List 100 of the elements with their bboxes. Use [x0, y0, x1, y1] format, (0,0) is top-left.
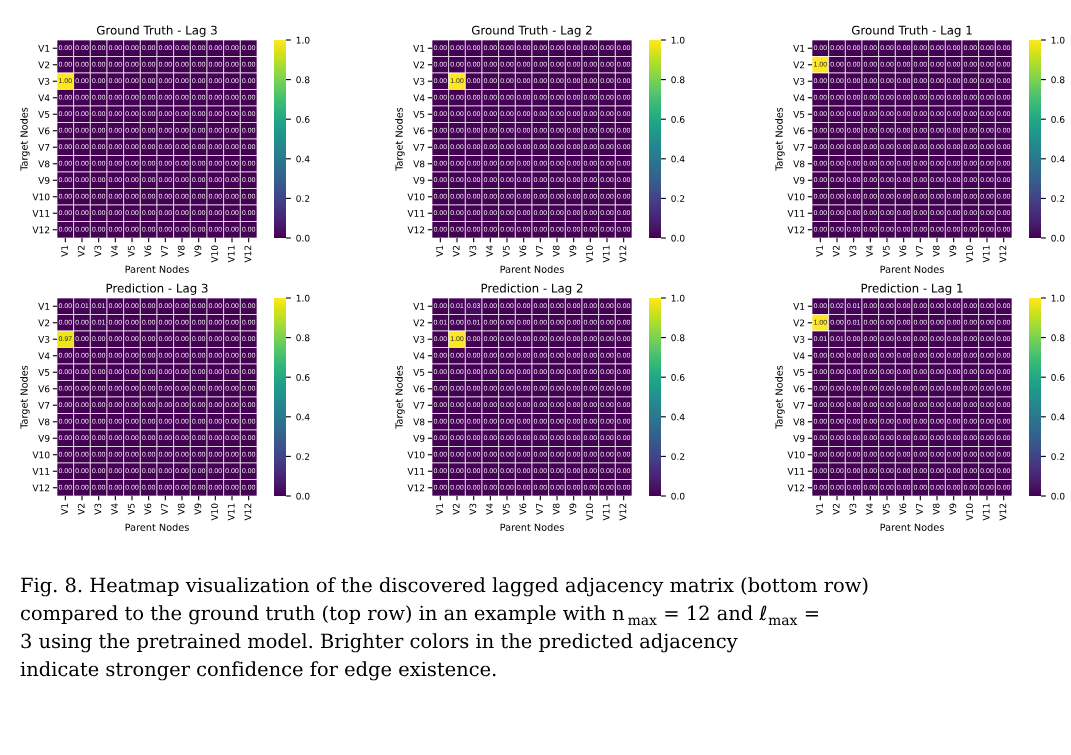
x-tick-label: V12 [999, 245, 1007, 263]
x-tick-label: V10 [211, 245, 218, 263]
y-tick-label: V4 [38, 94, 50, 102]
x-tick-label: V3 [94, 503, 102, 515]
y-tick-label: V7 [793, 402, 805, 409]
y-axis-title: Target Nodes [395, 365, 405, 429]
color-bar-label: 0.2 [671, 453, 685, 460]
y-tick-label: V9 [413, 434, 425, 442]
y-tick-label: V3 [793, 77, 805, 85]
x-tick-label: V4 [486, 245, 493, 257]
x-tick-label: V8 [177, 245, 185, 257]
x-tick-label: V7 [916, 245, 923, 257]
y-tick-label: V7 [793, 144, 805, 151]
y-tick-label: V4 [793, 94, 805, 102]
color-bar-label: 0.2 [1051, 195, 1065, 202]
x-tick-label: V1 [816, 503, 823, 515]
y-tick-label: V4 [38, 352, 50, 360]
x-tick-label: V1 [816, 245, 823, 257]
x-tick-label: V2 [452, 503, 460, 515]
y-tick-label: V1 [413, 303, 425, 310]
color-bar-label: 0.6 [296, 115, 310, 123]
color-bar-label: 1.0 [671, 36, 685, 44]
x-tick-label: V3 [849, 503, 857, 515]
x-tick-label: V10 [586, 245, 593, 263]
y-tick-label: V4 [413, 352, 425, 360]
chart-title: Ground Truth - Lag 3 [96, 25, 217, 37]
color-bar-label: 0.4 [671, 413, 685, 421]
y-tick-label: V10 [407, 193, 425, 201]
y-tick-label: V10 [787, 193, 805, 201]
y-tick-label: V8 [793, 160, 805, 168]
y-tick-label: V8 [38, 418, 50, 426]
x-tick-label: V6 [519, 245, 527, 257]
y-tick-label: V2 [793, 319, 805, 327]
x-axis-title: Parent Nodes [880, 523, 944, 531]
x-tick-label: V9 [949, 503, 957, 515]
y-tick-label: V1 [38, 45, 50, 52]
color-bar-label: 1.0 [671, 294, 685, 302]
color-bar-label: 0.0 [296, 234, 310, 242]
y-tick-label: V9 [413, 176, 425, 184]
x-axis-title: Parent Nodes [500, 523, 564, 531]
x-tick-label: V9 [194, 503, 202, 515]
y-tick-label: V6 [38, 127, 50, 135]
color-bar-label: 0.6 [671, 373, 685, 381]
x-tick-label: V4 [486, 503, 493, 515]
color-bar-label: 0.6 [1051, 115, 1065, 123]
color-bar-label: 0.8 [671, 334, 685, 342]
y-tick-label: V8 [793, 418, 805, 426]
color-bar-label: 0.4 [1051, 155, 1065, 163]
x-tick-label: V2 [77, 245, 85, 257]
y-tick-label: V4 [793, 352, 805, 360]
y-tick-label: V8 [38, 160, 50, 168]
x-tick-label: V6 [899, 503, 907, 515]
y-tick-label: V4 [413, 94, 425, 102]
x-tick-label: V9 [194, 245, 202, 257]
color-bar-label: 0.6 [671, 115, 685, 123]
y-tick-label: V8 [413, 418, 425, 426]
color-bar-label: 0.8 [296, 76, 310, 84]
y-tick-label: V3 [38, 335, 50, 343]
x-tick-label: V8 [552, 245, 560, 257]
x-tick-label: V1 [61, 245, 68, 257]
x-tick-label: V11 [982, 503, 990, 521]
color-bar-label: 0.0 [1051, 234, 1065, 242]
color-bar-label: 1.0 [296, 36, 310, 44]
y-tick-label: V10 [32, 193, 50, 201]
color-bar-label: 0.0 [296, 492, 310, 500]
x-tick-label: V5 [127, 503, 135, 515]
x-tick-label: V10 [966, 245, 973, 263]
x-tick-label: V2 [77, 503, 85, 515]
y-tick-label: V11 [787, 468, 805, 475]
x-tick-label: V10 [211, 503, 218, 521]
y-tick-label: V2 [38, 319, 50, 327]
color-bar-label: 0.0 [671, 492, 685, 500]
x-tick-label: V12 [619, 245, 627, 263]
x-tick-label: V11 [602, 245, 610, 263]
y-tick-label: V3 [413, 335, 425, 343]
y-tick-label: V11 [407, 210, 425, 217]
y-tick-label: V7 [413, 402, 425, 409]
color-bar-label: 0.0 [1051, 492, 1065, 500]
color-bar-label: 0.6 [1051, 373, 1065, 381]
color-bar-label: 1.0 [1051, 36, 1065, 44]
x-tick-label: V8 [932, 245, 940, 257]
x-tick-label: V6 [144, 245, 152, 257]
y-tick-label: V11 [32, 468, 50, 475]
color-bar-label: 0.2 [296, 195, 310, 202]
text: 3 using the pretrained model. Brighter colors in the predicted adjacency [21, 633, 738, 653]
chart-title: Prediction - Lag 1 [861, 283, 963, 295]
x-tick-label: V2 [832, 245, 840, 257]
x-tick-label: V2 [452, 245, 460, 257]
y-tick-label: V3 [413, 77, 425, 85]
x-tick-label: V10 [586, 503, 593, 521]
y-axis-title: Target Nodes [20, 107, 30, 171]
y-tick-label: V7 [413, 144, 425, 151]
x-tick-label: V7 [916, 503, 923, 515]
text: indicate stronger confidence for edge existence. [20, 661, 496, 681]
y-tick-label: V1 [793, 303, 805, 310]
color-bar-label: 0.2 [671, 195, 685, 202]
x-tick-label: V1 [436, 245, 443, 257]
y-tick-label: V11 [32, 210, 50, 217]
chart-title: Prediction - Lag 2 [481, 283, 583, 295]
chart-title: Prediction - Lag 3 [106, 283, 208, 295]
